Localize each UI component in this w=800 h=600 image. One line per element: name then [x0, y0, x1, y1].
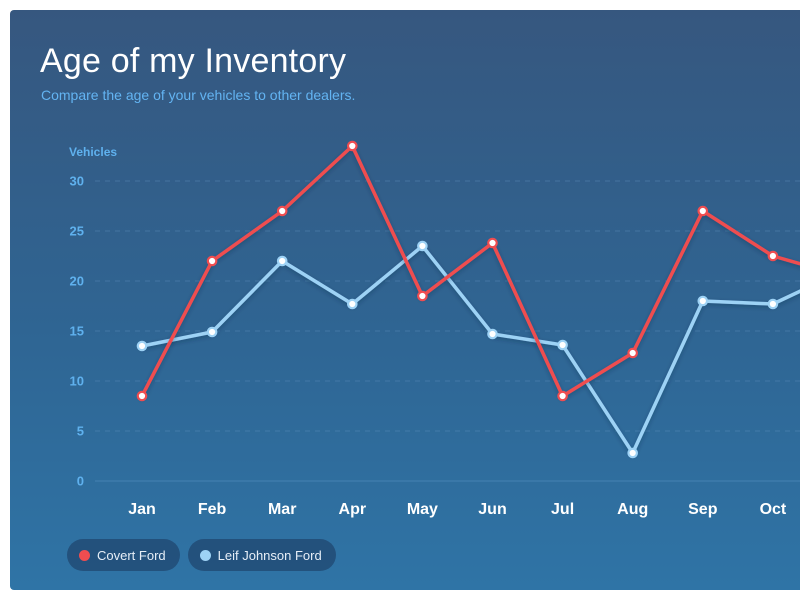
x-tick-label: Oct	[760, 501, 787, 518]
data-point-leif-johnson-ford	[136, 340, 148, 352]
legend-label: Covert Ford	[97, 547, 166, 563]
data-point-leif-johnson-ford	[346, 298, 358, 310]
x-tick-label: Sep	[688, 501, 718, 518]
series-line-leif-johnson-ford	[140, 244, 800, 455]
data-point-leif-johnson-ford	[276, 255, 288, 267]
series-line-covert-ford	[140, 144, 800, 398]
chart-card: Age of my Inventory Compare the age of y…	[10, 10, 800, 590]
x-tick-label: Jan	[128, 501, 156, 518]
data-point-covert-ford	[487, 237, 498, 249]
x-tick-label: Jul	[551, 501, 574, 518]
series-covert-ford	[136, 140, 800, 402]
data-point-leif-johnson-ford	[557, 339, 568, 351]
y-axis-label: Vehicles	[69, 145, 117, 159]
data-point-leif-johnson-ford	[417, 240, 428, 252]
data-point-leif-johnson-ford	[627, 447, 638, 459]
y-tick-label: 0	[77, 474, 84, 489]
legend-item-leif-johnson-ford[interactable]: Leif Johnson Ford	[187, 539, 336, 571]
data-point-leif-johnson-ford	[206, 326, 218, 338]
legend-dot-covert-ford	[79, 549, 90, 561]
axes: 0 5 10 15 20 25 30 Vehicles Jan Feb Mar Apr May Jun Ju…	[69, 145, 787, 518]
data-point-leif-johnson-ford	[767, 298, 779, 310]
data-point-covert-ford	[276, 205, 288, 217]
data-point-covert-ford	[627, 347, 638, 359]
legend-label: Leif Johnson Ford	[217, 547, 322, 563]
data-point-covert-ford	[346, 140, 358, 152]
x-tick-label: Mar	[268, 501, 296, 518]
grid	[95, 180, 800, 482]
y-tick-label: 20	[70, 274, 84, 289]
x-tick-label: Feb	[198, 501, 227, 518]
data-point-covert-ford	[697, 205, 709, 217]
series-leif-johnson-ford	[136, 240, 800, 459]
line-chart: 0 5 10 15 20 25 30 Vehicles Jan Feb Mar Apr May Jun Ju…	[69, 140, 800, 518]
y-tick-label: 5	[77, 424, 84, 439]
data-point-leif-johnson-ford	[487, 328, 498, 340]
legend-item-covert-ford[interactable]: Covert Ford	[67, 539, 180, 571]
x-tick-label: May	[407, 501, 438, 518]
page-subtitle: Compare the age of your vehicles to othe…	[41, 87, 356, 103]
y-tick-label: 10	[70, 374, 84, 389]
page-title: Age of my Inventory	[40, 42, 347, 80]
data-point-leif-johnson-ford	[697, 295, 709, 307]
data-point-covert-ford	[206, 255, 218, 267]
y-tick-label: 25	[70, 224, 84, 239]
y-tick-label: 30	[70, 174, 84, 189]
legend-dot-leif-johnson-ford	[199, 549, 211, 561]
legend: Covert Ford Leif Johnson Ford	[67, 539, 336, 571]
x-tick-label: Aug	[617, 501, 648, 518]
data-point-covert-ford	[417, 290, 428, 302]
data-point-covert-ford	[557, 390, 568, 402]
x-tick-label: Apr	[339, 501, 367, 518]
series	[136, 140, 800, 459]
data-point-covert-ford	[767, 250, 779, 262]
x-tick-label: Jun	[478, 501, 506, 518]
data-point-covert-ford	[136, 390, 148, 402]
y-tick-label: 15	[70, 324, 84, 339]
